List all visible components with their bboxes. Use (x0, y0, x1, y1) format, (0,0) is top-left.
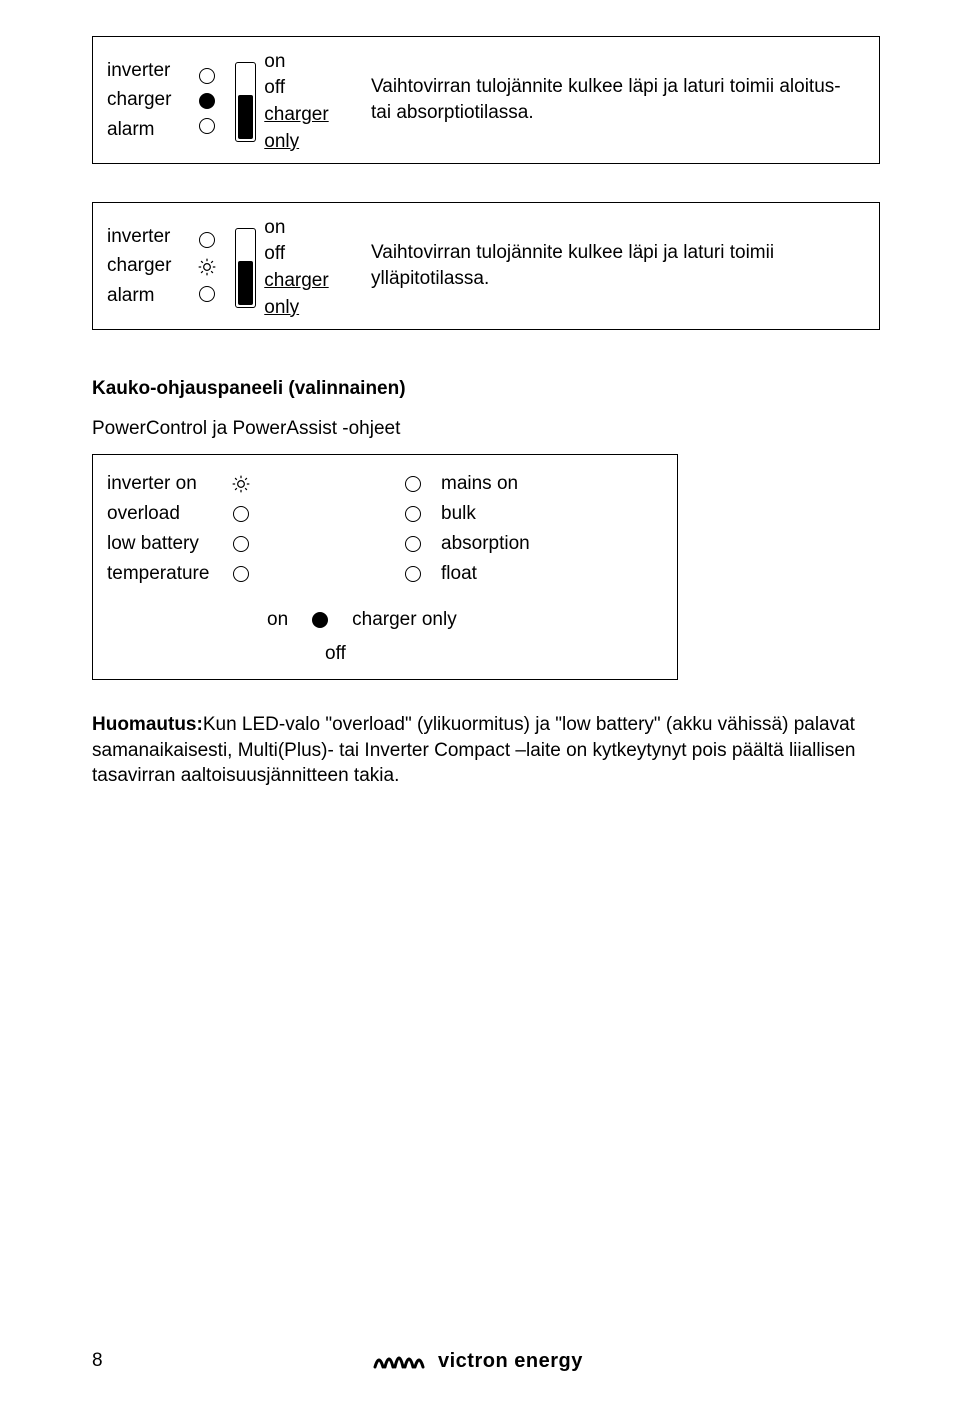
remote-bottom-off: off (325, 643, 346, 664)
remote-label-left: low battery (107, 533, 233, 555)
brand-name: victron energy (438, 1350, 583, 1373)
note-label: Huomautus: (92, 714, 203, 735)
led-off-icon (199, 286, 215, 302)
switch-label-off: off (264, 241, 365, 268)
label-inverter: inverter (107, 56, 199, 85)
remote-label-left: inverter on (107, 473, 233, 495)
section-title-remote: Kauko-ohjauspaneeli (valinnainen) (92, 378, 880, 400)
remote-bottom-on: on (267, 609, 288, 631)
switch-label-charger-only: charger only (264, 102, 365, 155)
led-on-icon (199, 93, 215, 109)
remote-label-right: absorption (441, 533, 657, 555)
panel2-switch: on off charger only (235, 211, 365, 321)
led-blinking-icon (197, 257, 217, 277)
remote-panel: inverter on mains on overload bulk low b… (92, 454, 678, 680)
led-off-icon (405, 506, 421, 522)
note-body: Kun LED-valo "overload" (ylikuormitus) j… (92, 714, 855, 786)
panel1-description: Vaihtovirran tulojännite kulkee läpi ja … (365, 74, 865, 125)
switch-label-off: off (264, 75, 365, 102)
rocker-switch-icon (235, 62, 256, 142)
panel1-labels: inverter charger alarm (107, 56, 199, 144)
led-off-icon (405, 566, 421, 582)
remote-bottom-charger-only: charger only (352, 609, 457, 631)
page-number: 8 (92, 1350, 372, 1372)
label-charger: charger (107, 85, 199, 114)
panel2-description: Vaihtovirran tulojännite kulkee läpi ja … (365, 240, 865, 291)
remote-label-right: mains on (441, 473, 657, 495)
panel2-labels: inverter charger alarm (107, 222, 199, 310)
led-off-icon (405, 476, 421, 492)
label-charger: charger (107, 251, 199, 280)
led-off-icon (233, 506, 249, 522)
label-alarm: alarm (107, 281, 199, 310)
led-blinking-icon (231, 474, 251, 494)
remote-label-left: temperature (107, 563, 233, 585)
remote-label-right: bulk (441, 503, 657, 525)
rocker-switch-icon (235, 228, 256, 308)
remote-row-temperature: temperature float (107, 559, 657, 589)
page-footer: 8 victron energy (92, 1347, 880, 1375)
switch-label-on: on (264, 215, 365, 242)
panel1-switch: on off charger only (235, 45, 365, 155)
remote-row-inverter-on: inverter on mains on (107, 469, 657, 499)
section-subtitle-remote: PowerControl ja PowerAssist -ohjeet (92, 418, 880, 440)
switch-labels: on off charger only (264, 49, 365, 155)
led-on-icon (312, 612, 328, 628)
led-off-icon (199, 232, 215, 248)
remote-row-overload: overload bulk (107, 499, 657, 529)
remote-row-low-battery: low battery absorption (107, 529, 657, 559)
led-off-icon (199, 68, 215, 84)
remote-label-left: overload (107, 503, 233, 525)
remote-bottom: on charger only off (107, 609, 657, 665)
led-off-icon (199, 118, 215, 134)
led-off-icon (405, 536, 421, 552)
switch-labels: on off charger only (264, 215, 365, 321)
remote-label-right: float (441, 563, 657, 585)
brand-logo: victron energy (372, 1347, 583, 1375)
panel1-leds (199, 66, 235, 134)
victron-logo-icon (372, 1347, 428, 1375)
status-panel-2: inverter charger alarm on off charger on… (92, 202, 880, 330)
switch-label-charger-only: charger only (264, 268, 365, 321)
note-paragraph: Huomautus:Kun LED-valo "overload" (yliku… (92, 712, 880, 789)
led-off-icon (233, 566, 249, 582)
led-off-icon (233, 536, 249, 552)
label-alarm: alarm (107, 115, 199, 144)
panel2-leds (199, 230, 235, 302)
status-panel-1: inverter charger alarm on off charger on… (92, 36, 880, 164)
switch-label-on: on (264, 49, 365, 76)
label-inverter: inverter (107, 222, 199, 251)
